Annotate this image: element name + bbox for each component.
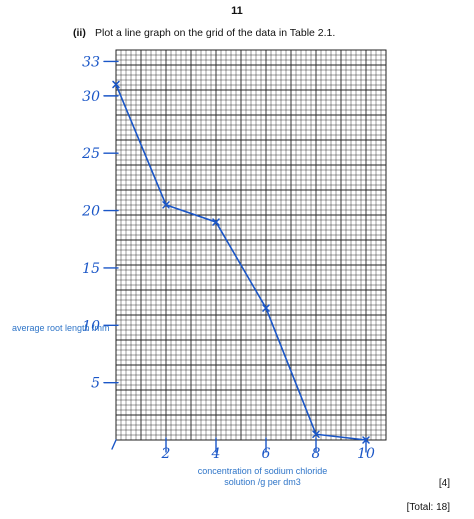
- y-tick-label: 33: [82, 54, 100, 70]
- question-number: (ii): [73, 27, 86, 39]
- y-axis-label: average root length /mm: [12, 323, 110, 333]
- x-tick-label: 10: [357, 446, 375, 462]
- data-point: [112, 80, 120, 89]
- page-number: 11: [231, 5, 243, 17]
- graph-grid: [115, 49, 387, 441]
- data-point: [312, 430, 320, 439]
- x-axis-label: concentration of sodium chloride solutio…: [197, 466, 328, 487]
- data-point: [262, 304, 270, 312]
- data-point: [362, 436, 370, 444]
- x-tick-label: 2: [161, 446, 171, 462]
- x-tick-label: 4: [211, 446, 221, 462]
- data-point: [162, 201, 170, 209]
- marks-label: [4]: [438, 478, 450, 489]
- y-tick-label: 30: [82, 89, 100, 105]
- x-tick-label: 6: [262, 446, 271, 462]
- x-tick-label: 8: [312, 446, 321, 462]
- grid-border: [115, 49, 387, 441]
- y-tick-label: 10: [82, 318, 100, 334]
- origin-mark: [111, 439, 117, 450]
- data-point: [212, 218, 220, 226]
- total-label: [Total: 18]: [406, 502, 450, 513]
- y-tick-label: 20: [81, 204, 100, 220]
- plotted-points: [112, 80, 370, 444]
- axis-ticks: 5 10 15 20 25 30 33 2 4 6 8 10: [81, 54, 375, 462]
- y-tick-label: 5: [91, 376, 100, 392]
- plotted-line: [115, 83, 367, 441]
- y-tick-label: 25: [81, 146, 100, 162]
- series-line: [115, 83, 367, 441]
- question-text: Plot a line graph on the grid of the dat…: [95, 27, 336, 39]
- y-tick-label: 15: [82, 261, 100, 277]
